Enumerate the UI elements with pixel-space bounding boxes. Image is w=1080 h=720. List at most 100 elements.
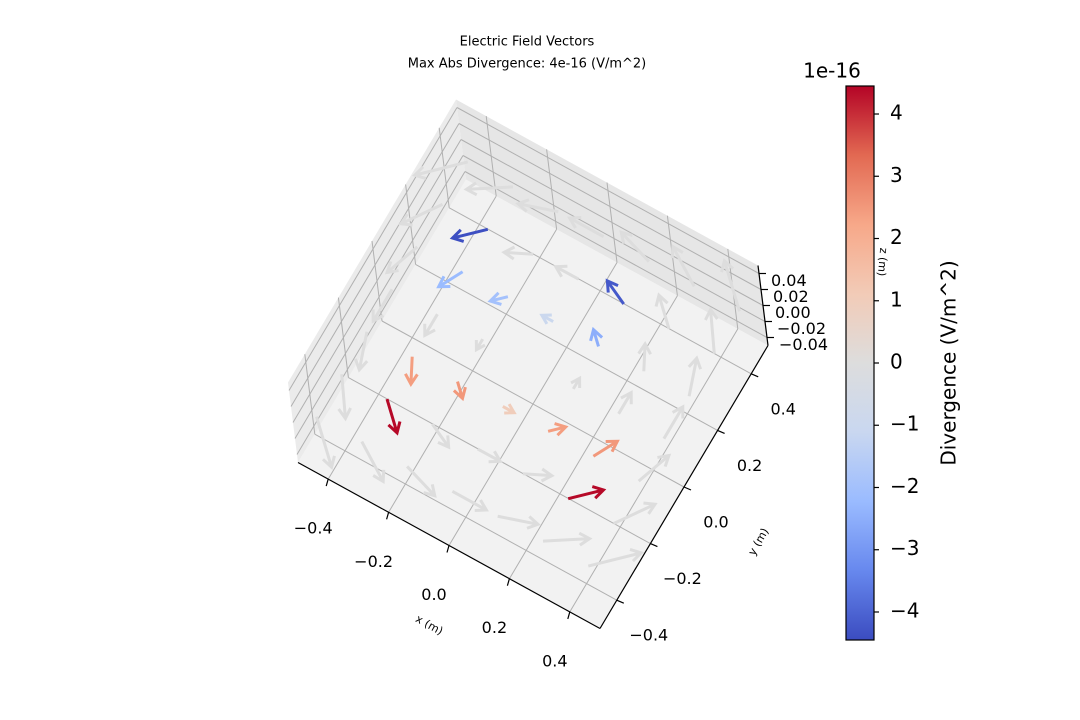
field-arrow <box>436 270 464 289</box>
y-tick-label: −0.4 <box>629 626 668 645</box>
grid-line <box>464 171 768 338</box>
field-arrow <box>720 258 741 312</box>
field-arrow <box>406 465 437 498</box>
z-tick-label: 0.02 <box>773 287 809 306</box>
field-arrow <box>567 216 605 238</box>
colorbar-label: Divergence (V/m^2) <box>937 260 961 465</box>
colorbar-tick-label: 1 <box>890 287 903 311</box>
grid-line <box>460 139 764 306</box>
grid-line <box>314 433 618 601</box>
field-arrow <box>587 548 645 568</box>
tick-mark <box>506 578 510 586</box>
field-arrow <box>423 313 439 338</box>
colorbar-tick-label: −4 <box>890 598 919 622</box>
colorbar-tick-label: 2 <box>890 225 903 249</box>
colorbar-tick-label: 3 <box>890 163 903 187</box>
colorbar-offset: 1e-16 <box>803 59 861 83</box>
field-arrow <box>451 490 489 512</box>
field-arrow <box>619 230 650 263</box>
field-arrow <box>371 288 394 324</box>
grid-line <box>456 107 760 274</box>
field-arrow <box>687 355 703 397</box>
x-tick-label: −0.4 <box>294 519 333 538</box>
field-arrow <box>637 453 672 483</box>
x-tick-label: 0.2 <box>482 618 507 637</box>
grid-line <box>292 139 462 423</box>
field-arrow <box>542 531 593 547</box>
colorbar-tick-label: −1 <box>890 412 919 436</box>
colorbar-tick-label: 0 <box>890 350 903 374</box>
field-arrow <box>592 439 620 458</box>
chart-subtitle: Max Abs Divergence: 4e-16 (V/m^2) <box>408 57 647 72</box>
field-arrow <box>612 501 658 525</box>
grid-line <box>448 207 752 375</box>
field-arrow <box>476 447 503 464</box>
colorbar-tick-label: −2 <box>890 474 919 498</box>
y-tick-label: −0.2 <box>663 569 702 588</box>
tick-mark <box>717 429 725 434</box>
colorbar <box>845 85 875 641</box>
z-tick-label: −0.04 <box>779 335 828 354</box>
field-arrow <box>497 514 541 530</box>
field-arrow <box>605 278 625 305</box>
z-axis-label: z (m) <box>875 247 890 277</box>
chart-title: Electric Field Vectors <box>460 35 595 50</box>
tick-mark <box>446 545 450 553</box>
z-tick-label: 0.04 <box>771 271 807 290</box>
field-arrow <box>617 390 633 415</box>
tick-mark <box>750 373 759 378</box>
field-arrow <box>353 331 369 373</box>
y-tick-label: 0.0 <box>703 513 728 532</box>
tick-mark <box>386 512 390 520</box>
tick-mark <box>650 543 658 548</box>
field-arrow <box>515 198 559 214</box>
tick-mark <box>683 486 692 491</box>
y-tick-label: 0.4 <box>770 399 795 418</box>
x-tick-label: −0.2 <box>354 552 393 571</box>
colorbar-tick-label: −3 <box>890 536 919 560</box>
field-arrow <box>654 292 671 330</box>
x-tick-label: 0.4 <box>542 651 567 670</box>
field-arrow <box>589 326 604 347</box>
tick-mark <box>616 599 625 604</box>
field-arrow <box>411 160 469 180</box>
field-arrow <box>385 398 402 436</box>
grid-line <box>296 171 466 455</box>
field-arrow <box>662 404 685 440</box>
field-arrow <box>404 356 419 388</box>
field-arrow <box>452 381 467 402</box>
field-arrow <box>570 375 582 390</box>
y-axis-label: y (m) <box>746 526 772 558</box>
z-tick-label: 0.00 <box>775 303 811 322</box>
grid-line <box>381 320 685 488</box>
field-arrow <box>487 291 509 306</box>
colorbar-tick-label: 4 <box>890 101 903 125</box>
field-arrow <box>539 313 554 325</box>
field-arrow <box>567 485 607 501</box>
tick-mark <box>325 478 329 487</box>
field-arrow <box>463 181 514 197</box>
grid-line <box>288 107 458 391</box>
field-arrow <box>360 440 386 485</box>
field-arrow <box>398 203 444 227</box>
field-arrow <box>501 245 534 261</box>
field-arrow <box>522 467 555 483</box>
grid-line <box>462 155 766 322</box>
y-tick-label: 0.2 <box>737 456 762 475</box>
field-arrow <box>474 338 486 353</box>
x-tick-label: 0.0 <box>421 585 446 604</box>
grid-line <box>294 155 464 439</box>
field-arrow <box>704 306 719 354</box>
field-arrow <box>315 416 336 470</box>
field-arrow <box>547 422 569 437</box>
field-arrow <box>384 245 419 275</box>
field-arrow <box>502 403 517 415</box>
grid-line <box>458 123 762 290</box>
field-arrow <box>449 227 489 243</box>
field-arrow <box>431 423 451 450</box>
x-axis-label: x (m) <box>413 612 445 638</box>
field-arrow <box>670 243 696 288</box>
z-tick-label: −0.02 <box>777 319 826 338</box>
grid-line <box>415 263 718 431</box>
